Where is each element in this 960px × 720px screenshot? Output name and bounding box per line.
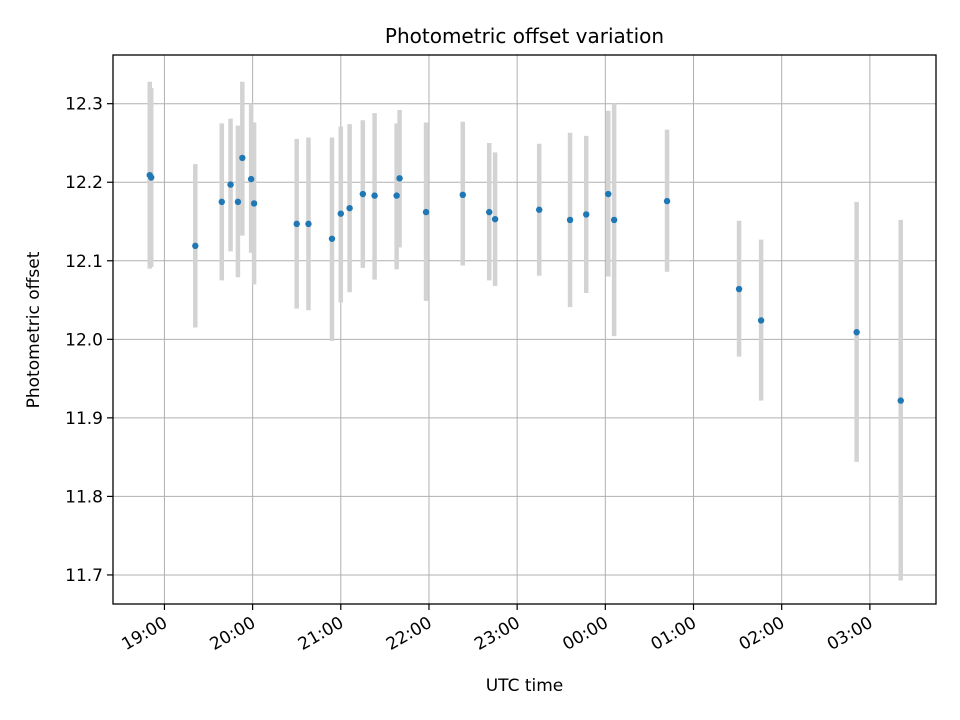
y-tick-label: 12.1 [65,252,103,272]
data-point [610,216,618,224]
data-point [328,235,336,242]
data-point [535,206,543,213]
data-point [359,190,367,198]
data-point [148,174,155,181]
data-point [853,329,860,336]
data-point [491,215,499,223]
data-point [250,200,258,207]
data-point [227,181,234,188]
data-point [735,285,743,293]
data-point [218,198,225,206]
data-point [566,216,574,224]
data-point [422,208,430,216]
data-point [247,175,255,183]
data-point [239,154,246,162]
data-point [663,197,671,205]
data-point [371,192,378,199]
data-point [459,191,466,199]
y-tick-label: 12.3 [65,95,103,115]
data-point [897,397,904,404]
y-tick-label: 12.2 [65,173,103,193]
data-point [486,208,493,216]
data-point [234,198,242,206]
data-point [192,242,199,250]
data-point [605,190,612,198]
data-point [346,204,353,212]
plot-frame [112,54,937,605]
data-point [305,220,312,228]
data-point [393,192,400,199]
data-point [757,317,765,324]
y-tick-label: 11.9 [65,409,103,429]
y-tick-label: 12.0 [65,330,103,350]
data-point [583,211,590,218]
data-point [396,175,403,182]
y-axis-label: Photometric offset [24,251,44,408]
data-point [293,220,300,228]
y-axis-ticks: 11.7 11.8 11.9 12.0 12.1 12.2 12.3 [65,95,113,586]
data-point [337,210,344,217]
data-points [146,154,904,404]
x-axis-label: UTC time [486,676,564,696]
y-tick-label: 11.7 [65,566,103,586]
grid [113,55,936,604]
chart-title: Photometric offset variation [385,24,664,48]
y-tick-label: 11.8 [65,487,103,507]
